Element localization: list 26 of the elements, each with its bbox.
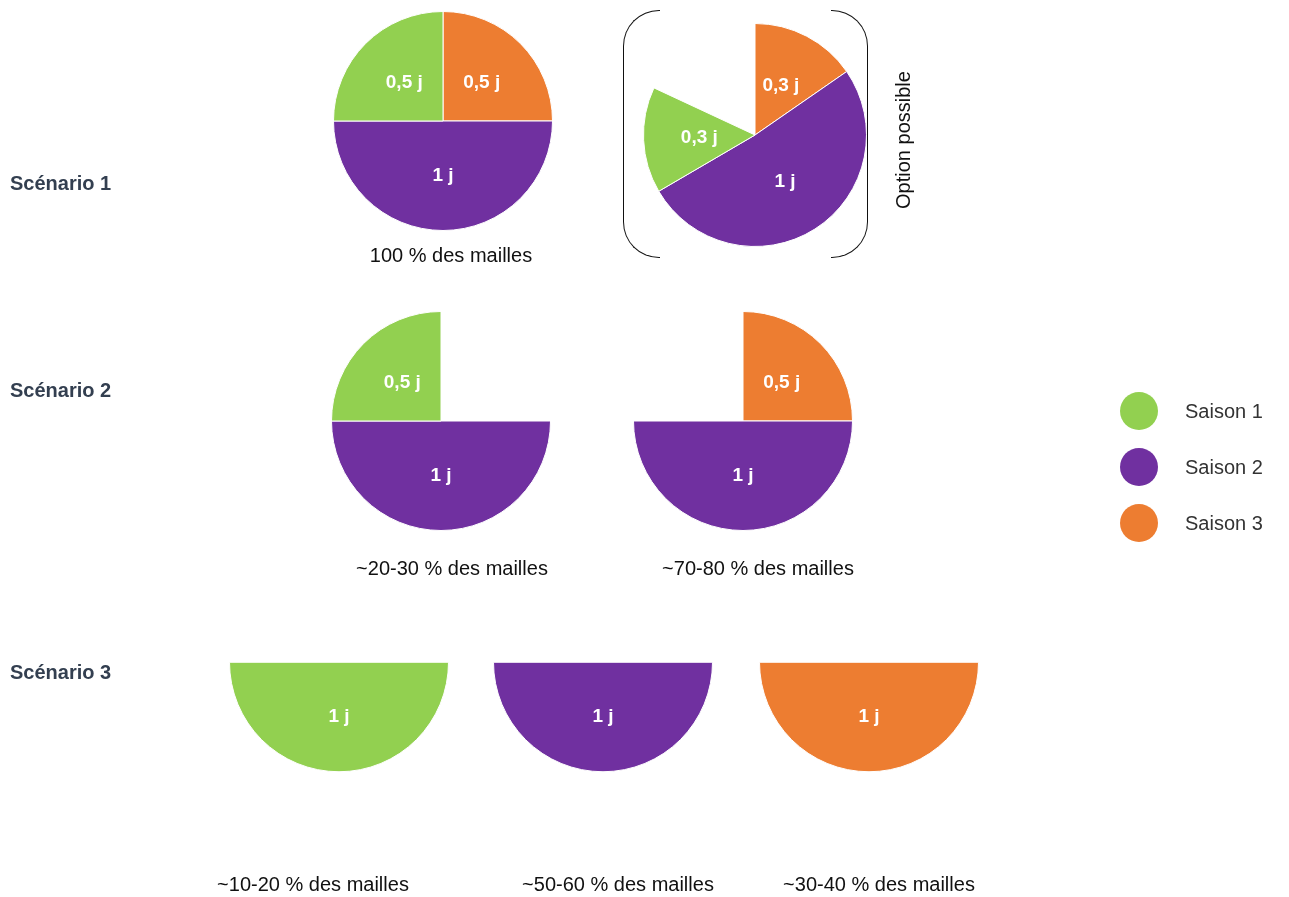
text: ~10-20 % des mailles — [217, 873, 409, 896]
text: Scénario 1 — [10, 172, 112, 195]
legend-label: Saison 1 — [1185, 399, 1263, 423]
text: Scénario 2 — [10, 379, 112, 402]
data-label: 0,3 j — [762, 73, 800, 95]
text: ~70-80 % des mailles — [662, 557, 854, 580]
data-label: 1 j — [430, 463, 452, 485]
text: Scénario 3 — [10, 661, 112, 684]
data-label: 1 j — [858, 705, 880, 727]
data-label: 0,5 j — [763, 370, 801, 392]
data-label: 1 j — [592, 705, 614, 727]
text: ~20-30 % des mailles — [356, 557, 548, 580]
text: ~30-40 % des mailles — [783, 873, 975, 896]
data-label: 1 j — [328, 705, 350, 727]
text: Option possible — [891, 71, 915, 209]
data-label: 1 j — [732, 463, 754, 485]
text: 100 % des mailles — [369, 244, 533, 267]
data-label: 1 j — [432, 163, 454, 185]
data-label: 0,5 j — [383, 370, 421, 392]
data-label: 0,3 j — [680, 125, 718, 147]
data-label: 0,5 j — [463, 70, 501, 92]
data-label: 0,5 j — [385, 70, 423, 92]
legend-label: Saison 2 — [1185, 455, 1263, 479]
text: ~50-60 % des mailles — [522, 873, 714, 896]
legend-label: Saison 3 — [1185, 511, 1263, 535]
data-label: 1 j — [774, 170, 796, 192]
